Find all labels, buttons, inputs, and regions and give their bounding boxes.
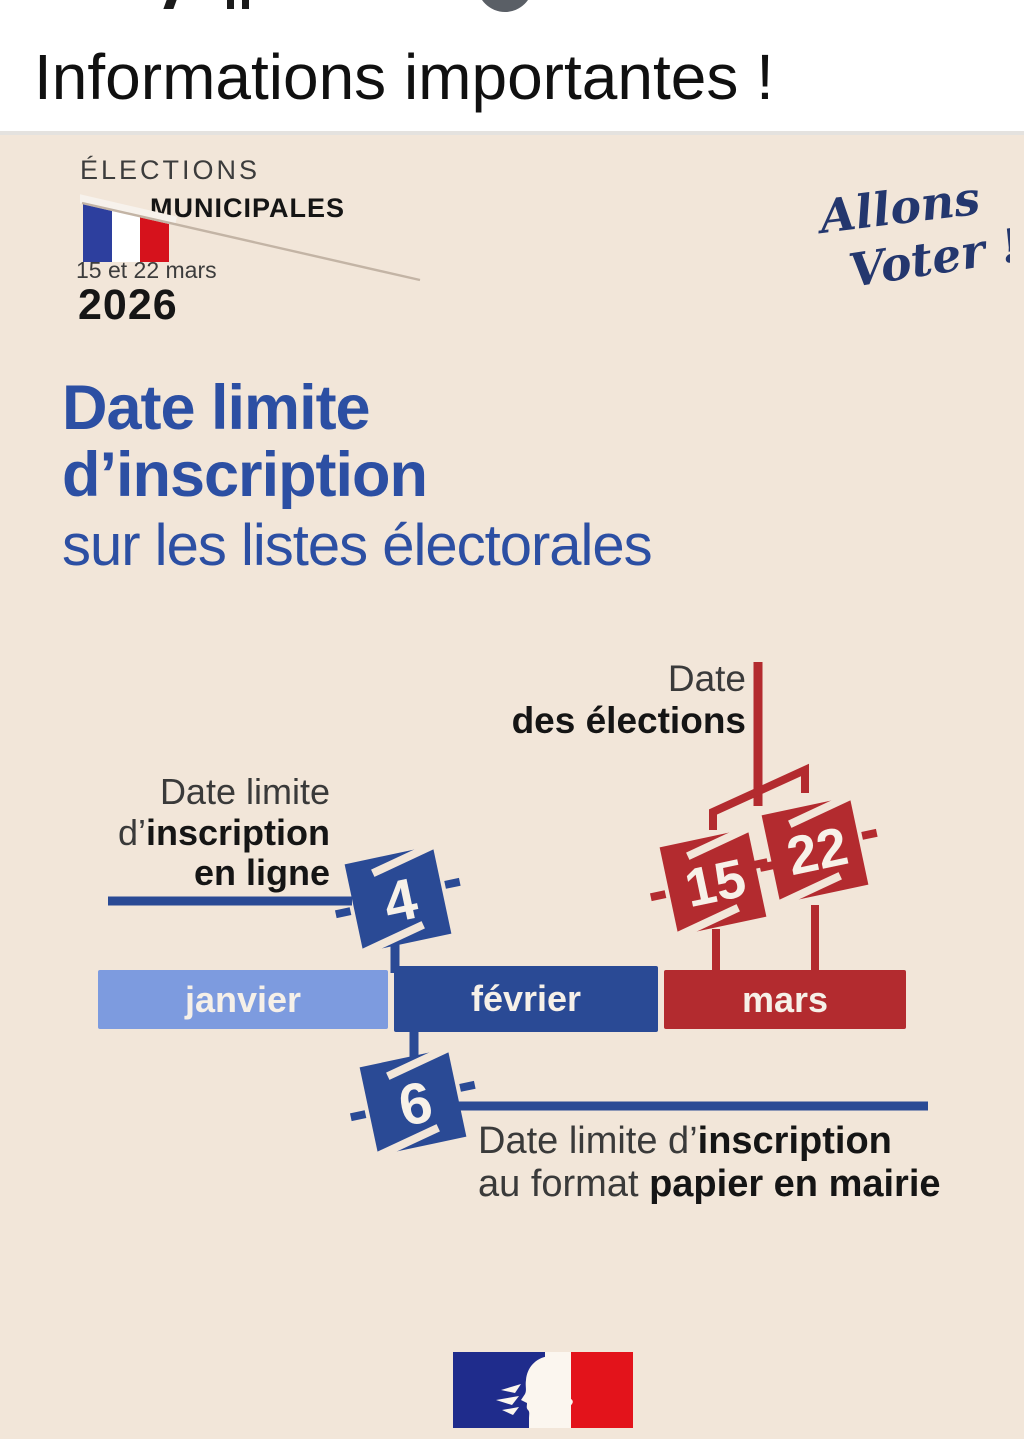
logo-year-label: 2026 xyxy=(78,281,178,329)
page-title: Informations importantes ! xyxy=(34,41,774,113)
timeline-diagram: 4 6 15 22 xyxy=(108,662,928,1167)
elections-date-label: Date des élections xyxy=(512,658,746,742)
allons-voter-logo: Allons Voter ! xyxy=(813,175,1010,298)
logo-dates-label: 15 et 22 mars xyxy=(76,257,217,283)
paper-label-line2-bold: papier en mairie xyxy=(649,1162,941,1205)
cropped-text-mark-icon xyxy=(227,0,234,9)
cropped-text-mark-icon xyxy=(163,0,177,9)
online-label-line1: Date limite xyxy=(159,771,330,812)
timeline-month-fevrier: février xyxy=(394,966,658,1032)
poster-title-line1: Date limite xyxy=(62,373,371,443)
paper-label-line1-light: Date limite d’ xyxy=(478,1120,698,1162)
cropped-text-mark-icon xyxy=(242,0,249,9)
flag-day-22-number: 22 xyxy=(782,816,853,887)
marianne-flag-icon xyxy=(453,1352,633,1428)
cropped-avatar-icon xyxy=(477,0,533,12)
logo-municipales-label: MUNICIPALES xyxy=(150,193,346,223)
post-header: Informations importantes ! xyxy=(0,0,1024,135)
online-label-line2-light: d’ xyxy=(117,811,146,853)
online-deadline-label: Date limite d’inscription en ligne xyxy=(117,771,330,894)
header-divider xyxy=(0,131,1024,135)
month-label-fevrier: février xyxy=(470,978,582,1019)
elections-date-connector xyxy=(709,662,819,977)
timeline-month-janvier: janvier xyxy=(98,970,388,1029)
timeline-month-mars: mars xyxy=(664,970,906,1029)
month-label-janvier: janvier xyxy=(184,978,302,1020)
online-label-line3: en ligne xyxy=(193,852,330,894)
flag-day-15: 15 xyxy=(639,817,787,947)
poster-title-line2: d’inscription xyxy=(62,439,428,510)
flag-day-15-number: 15 xyxy=(680,848,751,919)
flag-day-4: 4 xyxy=(324,834,472,964)
online-deadline-connector xyxy=(108,896,400,973)
elections-date-label-line2: des élections xyxy=(511,699,746,741)
poster-title: Date limite d’inscription sur les listes… xyxy=(62,373,653,578)
paper-deadline-label: Date limite d’inscription au format papi… xyxy=(478,1120,941,1206)
online-label-line2-bold: inscription xyxy=(145,811,330,853)
flag-day-22: 22 xyxy=(741,785,889,915)
logo-elections-label: ÉLECTIONS xyxy=(80,155,261,185)
month-label-mars: mars xyxy=(741,978,829,1020)
elections-date-label-line1: Date xyxy=(667,658,746,699)
flag-day-6: 6 xyxy=(339,1037,487,1167)
poster-title-line3: sur les listes électorales xyxy=(62,512,653,578)
paper-label-line1-bold: inscription xyxy=(697,1120,892,1162)
paper-deadline-connector xyxy=(409,1030,928,1111)
paper-label-line2-light: au format xyxy=(478,1162,650,1205)
french-flag-ballot-icon xyxy=(80,194,421,282)
infographic-card: ÉLECTIONS MUNICIPALES 15 et 22 mars 2026… xyxy=(0,135,1024,1439)
